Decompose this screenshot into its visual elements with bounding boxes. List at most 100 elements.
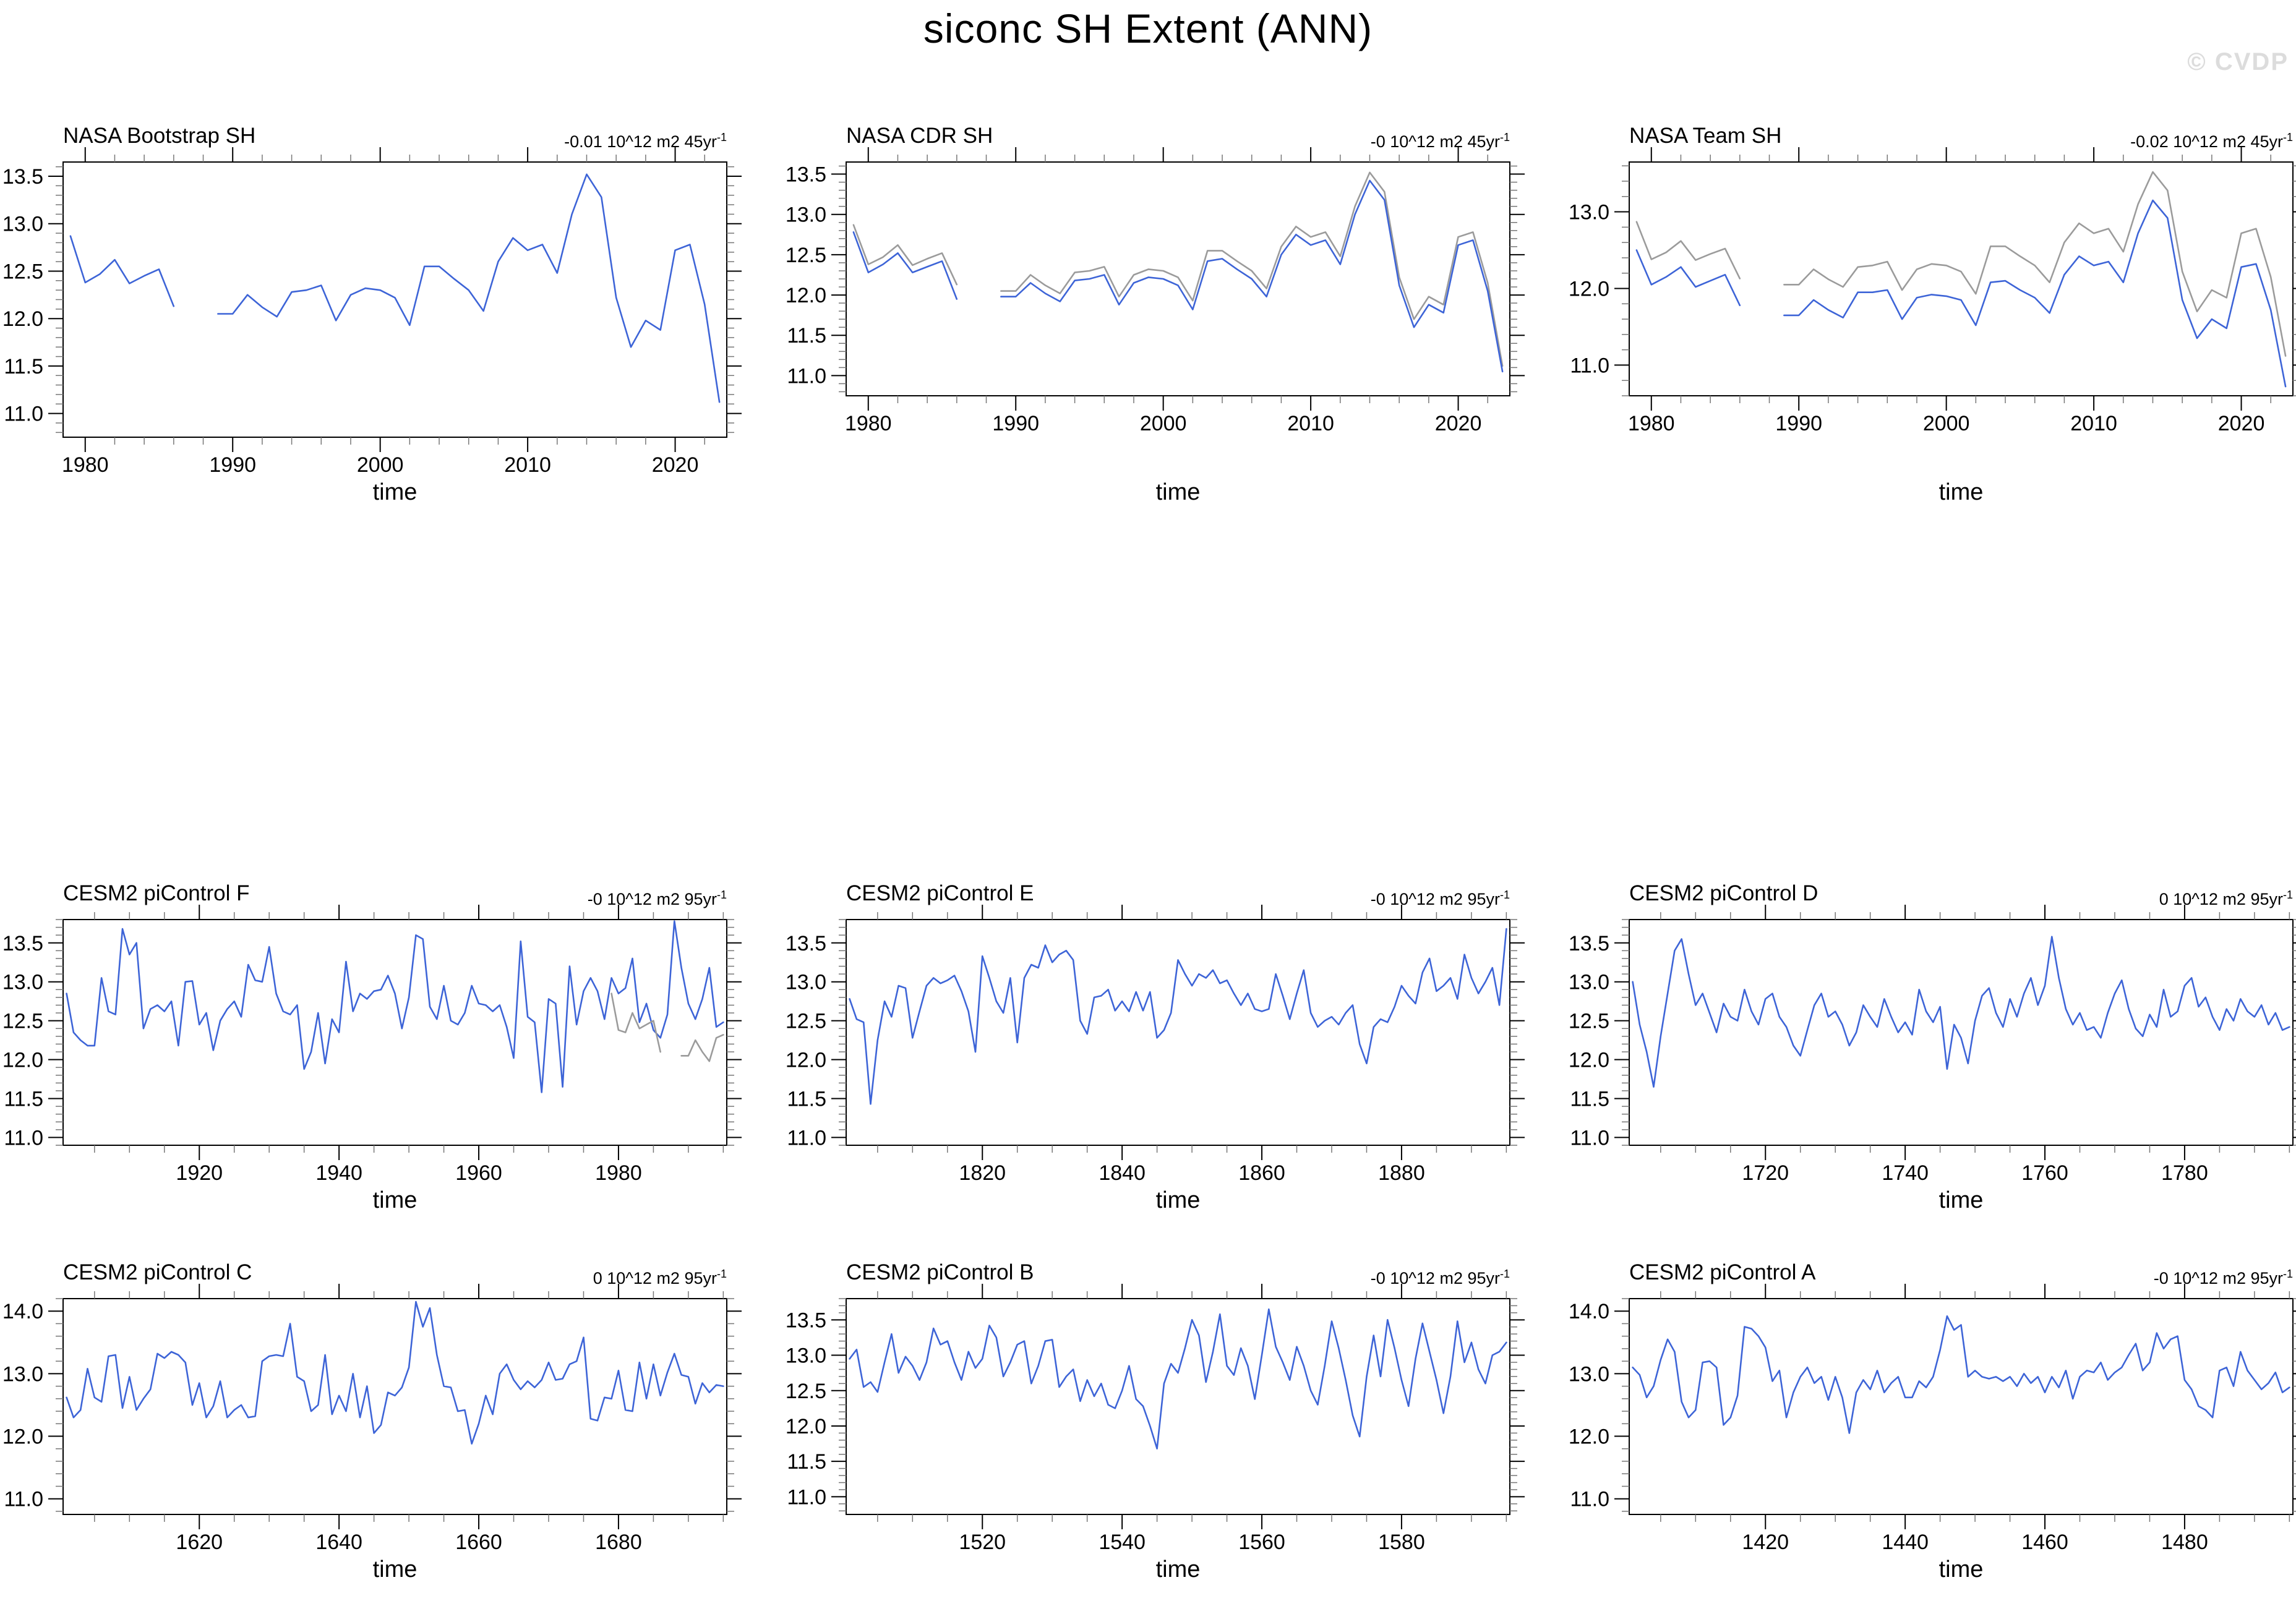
x-tick-label: 1740	[1882, 1161, 1929, 1185]
plot-area-cesm2-picontrol-c: 1620 1640 1660 1680 11.0 12.0 13.0 14.0	[2, 1284, 742, 1554]
y-tick-label: 11.5	[787, 324, 826, 348]
y-tick-label: 13.0	[2, 1362, 43, 1386]
y-tick-label: 13.0	[1569, 201, 1609, 224]
y-tick-label: 12.0	[2, 1049, 43, 1072]
x-tick-label: 2020	[1435, 412, 1482, 435]
trend-text: 0 10^12 m2 95yr	[593, 1269, 717, 1287]
y-tick-label: 12.5	[786, 1380, 826, 1403]
trend-exponent: -1	[716, 131, 727, 143]
trend-annotation-cesm2-picontrol-b: -0 10^12 m2 95yr-1	[1371, 1268, 1510, 1288]
plot-area-cesm2-picontrol-d: 1720 1740 1760 1780 11.0 11.5 12.0 12.5 13.0 13.5	[1569, 905, 2296, 1185]
panel-title-nasa-cdr-sh: NASA CDR SH	[846, 124, 993, 148]
x-tick-label: 2010	[2070, 412, 2117, 435]
x-tick-label: 2000	[1923, 412, 1970, 435]
y-tick-label: 12.0	[786, 1415, 826, 1438]
y-tick-label: 12.0	[1569, 1425, 1609, 1449]
series-line-cesm2-picontrol-c	[66, 1300, 724, 1445]
y-tick-label: 13.5	[2, 932, 43, 955]
y-tick-label: 13.5	[1569, 932, 1609, 955]
y-tick-label: 14.0	[1569, 1300, 1609, 1323]
series-line-nasa-bootstrap-obs-overlay-	[610, 993, 724, 1062]
series-line-nasa-bootstrap	[69, 173, 721, 403]
y-tick-label: 14.0	[2, 1300, 43, 1323]
plot-border	[1629, 919, 2294, 1146]
plot-border	[1629, 1298, 2294, 1515]
y-tick-label: 11.5	[4, 355, 43, 378]
trend-annotation-cesm2-picontrol-c: 0 10^12 m2 95yr-1	[593, 1268, 727, 1288]
x-axis-label: time	[372, 1556, 418, 1582]
series-line-cesm2-picontrol-e	[849, 928, 1507, 1105]
y-tick-label: 12.0	[1569, 277, 1609, 301]
x-tick-label: 1780	[2161, 1161, 2208, 1185]
y-tick-label: 11.0	[787, 1126, 826, 1150]
x-axis-label: time	[1938, 479, 1984, 505]
x-tick-label: 1640	[315, 1531, 362, 1554]
trend-annotation-nasa-bootstrap-sh: -0.01 10^12 m2 45yr-1	[564, 131, 727, 152]
x-tick-label: 1990	[992, 412, 1039, 435]
x-tick-label: 2000	[1140, 412, 1187, 435]
trend-exponent: -1	[1499, 889, 1510, 901]
x-tick-label: 1920	[176, 1161, 223, 1185]
plot-border	[62, 1298, 727, 1515]
x-tick-label: 1980	[845, 412, 892, 435]
x-tick-label: 2010	[504, 453, 551, 477]
trend-text: -0 10^12 m2 95yr	[1370, 1269, 1500, 1287]
x-tick-label: 1990	[209, 453, 256, 477]
y-tick-label: 11.0	[4, 1126, 43, 1150]
panel-title-cesm2-picontrol-b: CESM2 piControl B	[846, 1260, 1034, 1284]
plot-area-nasa-bootstrap-sh: 1980 1990 2000 2010 2020 11.0 11.5 12.0 12.5 13.0…	[2, 147, 742, 477]
x-tick-label: 1720	[1742, 1161, 1789, 1185]
x-tick-label: 1580	[1378, 1531, 1425, 1554]
plot-area-cesm2-picontrol-f: 1920 1940 1960 1980 11.0 11.5 12.0 12.5 13.0 13.5	[2, 905, 742, 1185]
trend-exponent: -1	[716, 889, 727, 901]
x-tick-label: 1990	[1775, 412, 1822, 435]
x-axis-label: time	[1155, 1187, 1201, 1213]
trend-text: -0 10^12 m2 45yr	[1370, 132, 1500, 151]
x-tick-label: 1560	[1238, 1531, 1285, 1554]
trend-text: -0.01 10^12 m2 45yr	[564, 132, 717, 151]
y-tick-label: 12.5	[786, 244, 826, 267]
panel-title-nasa-team-sh: NASA Team SH	[1629, 124, 1782, 148]
plot-area-cesm2-picontrol-a: 1420 1440 1460 1480 11.0 12.0 13.0 14.0	[1569, 1284, 2296, 1554]
panel-title-cesm2-picontrol-a: CESM2 piControl A	[1629, 1260, 1816, 1284]
y-tick-label: 11.5	[787, 1087, 826, 1111]
panel-title-cesm2-picontrol-f: CESM2 piControl F	[63, 881, 250, 905]
x-tick-label: 1820	[959, 1161, 1006, 1185]
y-tick-label: 11.0	[1570, 1126, 1609, 1150]
series-line-cesm2-picontrol-b	[849, 1308, 1507, 1450]
y-tick-label: 12.5	[786, 1010, 826, 1033]
trend-annotation-cesm2-picontrol-a: -0 10^12 m2 95yr-1	[2154, 1268, 2293, 1288]
x-tick-label: 1420	[1742, 1531, 1789, 1554]
y-tick-label: 11.5	[4, 1087, 43, 1111]
trend-text: -0 10^12 m2 95yr	[1370, 890, 1500, 908]
series-line-nasa-bootstrap-reference-	[852, 171, 1504, 367]
x-tick-label: 1960	[455, 1161, 502, 1185]
plot-area-nasa-cdr-sh: 1980 1990 2000 2010 2020 11.0 11.5 12.0 12.5 13.0…	[786, 147, 1525, 435]
y-tick-label: 13.5	[2, 165, 43, 189]
y-tick-label: 11.0	[4, 1488, 43, 1511]
x-tick-label: 2020	[2218, 412, 2265, 435]
y-tick-label: 13.5	[786, 1309, 826, 1332]
x-tick-label: 1840	[1099, 1161, 1146, 1185]
y-tick-label: 12.0	[2, 1425, 43, 1449]
x-tick-label: 1760	[2021, 1161, 2068, 1185]
x-tick-label: 1660	[455, 1531, 502, 1554]
trend-exponent: -1	[716, 1268, 727, 1280]
x-axis-label: time	[1938, 1187, 1984, 1213]
y-tick-label: 13.0	[2, 213, 43, 236]
x-tick-label: 1620	[176, 1531, 223, 1554]
x-tick-label: 1540	[1099, 1531, 1146, 1554]
y-tick-label: 12.0	[786, 284, 826, 307]
y-tick-label: 13.0	[1569, 971, 1609, 994]
y-tick-label: 12.5	[2, 1010, 43, 1033]
figure-title: siconc SH Extent (ANN)	[923, 6, 1373, 51]
plot-area-nasa-team-sh: 1980 1990 2000 2010 2020 11.0 12.0 13.0	[1569, 147, 2296, 435]
panel-title-cesm2-picontrol-e: CESM2 piControl E	[846, 881, 1034, 905]
series-line-nasa-cdr	[852, 179, 1504, 373]
plot-border	[62, 919, 727, 1146]
x-tick-label: 1680	[595, 1531, 642, 1554]
trend-exponent: -1	[2282, 131, 2293, 143]
trend-text: -0.02 10^12 m2 45yr	[2130, 132, 2283, 151]
y-tick-label: 13.5	[786, 163, 826, 187]
